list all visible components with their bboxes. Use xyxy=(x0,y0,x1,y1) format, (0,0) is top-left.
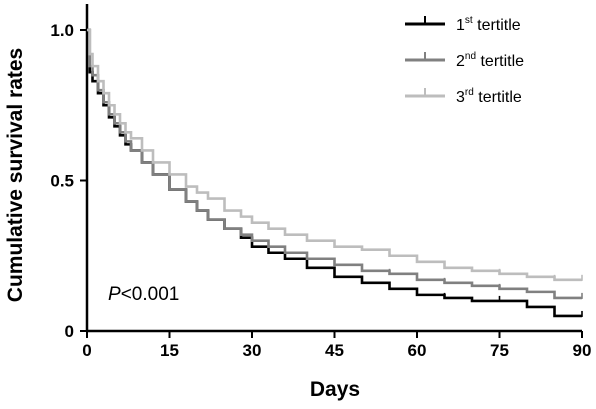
x-tick-label: 90 xyxy=(573,341,592,360)
y-tick-label: 0.5 xyxy=(50,172,74,191)
x-tick-label: 60 xyxy=(408,341,427,360)
y-axis-title: Cumulative survival rates xyxy=(4,48,27,302)
legend-label-3: 3rd tertitle xyxy=(456,87,522,106)
x-axis-title: Days xyxy=(310,378,360,401)
y-ticks: 0 0.5 1.0 xyxy=(50,21,87,341)
legend: 1st tertitle 2nd tertitle 3rd tertitle xyxy=(405,15,524,106)
x-tick-label: 45 xyxy=(325,341,344,360)
legend-label-2: 2nd tertitle xyxy=(456,51,524,70)
survival-curve-2 xyxy=(87,28,582,300)
p-value-text: <0.001 xyxy=(121,284,180,305)
x-tick-label: 75 xyxy=(490,341,509,360)
x-ticks: 0 15 30 45 60 75 90 xyxy=(82,331,591,360)
legend-label-1: 1st tertitle xyxy=(456,15,521,34)
x-tick-label: 15 xyxy=(160,341,179,360)
y-tick-label: 1.0 xyxy=(50,21,74,40)
p-value-symbol: P xyxy=(108,284,121,305)
survival-curves xyxy=(87,28,583,318)
y-tick-label: 0 xyxy=(65,322,74,341)
p-value-annotation: P<0.001 xyxy=(108,284,179,305)
x-tick-label: 0 xyxy=(82,341,91,360)
x-tick-label: 30 xyxy=(243,341,262,360)
axes: 0 15 30 45 60 75 90 0 0.5 1.0 xyxy=(50,4,591,360)
